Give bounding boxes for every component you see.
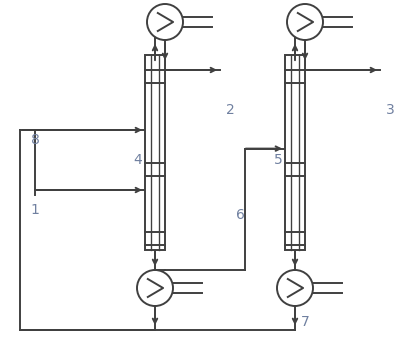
Text: 1: 1 — [30, 203, 40, 217]
Bar — [285, 55, 305, 250]
Circle shape — [137, 270, 173, 306]
Circle shape — [287, 4, 323, 40]
Bar — [145, 55, 165, 250]
Circle shape — [277, 270, 313, 306]
Text: 2: 2 — [225, 103, 234, 117]
Text: 8: 8 — [30, 133, 40, 147]
Text: 3: 3 — [386, 103, 394, 117]
Text: 5: 5 — [274, 153, 282, 167]
Circle shape — [147, 4, 183, 40]
Text: 4: 4 — [134, 153, 142, 167]
Text: 6: 6 — [235, 208, 245, 222]
Text: 7: 7 — [301, 315, 310, 329]
